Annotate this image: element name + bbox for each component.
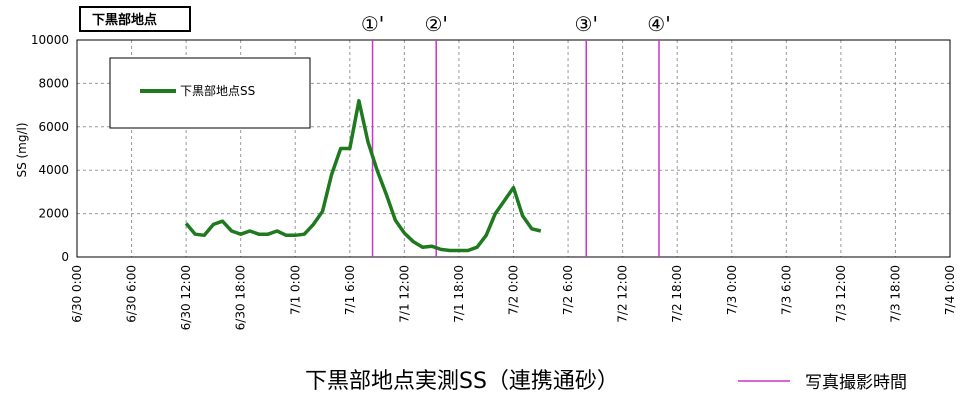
x-tick-label: 7/2 6:00 (561, 265, 575, 315)
photo-marker-label: ④' (647, 12, 670, 36)
x-axis-ticks: 6/30 0:00 6/30 6:00 6/30 12:00 6/30 18:00 7/… (70, 265, 957, 330)
x-tick-label: 7/3 6:00 (779, 265, 793, 315)
x-tick-label: 6/30 0:00 (70, 265, 84, 323)
x-tick-label: 6/30 6:00 (125, 265, 139, 323)
x-tick-label: 7/2 12:00 (616, 265, 630, 323)
y-axis-label: SS (mg/l) (15, 122, 29, 177)
x-tick-label: 7/1 18:00 (452, 265, 466, 323)
y-tick-label: 6000 (38, 120, 69, 134)
y-tick-label: 2000 (38, 207, 69, 221)
x-tick-label: 6/30 12:00 (179, 265, 193, 330)
x-tick-label: 7/3 18:00 (888, 265, 902, 323)
x-tick-label: 7/1 6:00 (343, 265, 357, 315)
y-tick-label: 4000 (38, 163, 69, 177)
x-tick-label: 7/4 0:00 (943, 265, 957, 315)
legend: 下黒部地点SS (109, 57, 311, 129)
station-label-box: 下黒部地点 (79, 6, 191, 32)
photo-marker-label: ①' (361, 12, 384, 36)
legend-series-label: 下黒部地点SS (180, 83, 255, 98)
x-tick-label: 7/3 12:00 (834, 265, 848, 323)
series-group (184, 99, 542, 253)
y-tick-label: 8000 (38, 76, 69, 90)
plot-frame (76, 39, 951, 258)
x-tick-label: 7/3 0:00 (725, 265, 739, 315)
series-line (184, 99, 542, 253)
photo-marker-label: ③' (575, 12, 598, 36)
photo-marker-lines: ①' ②' ③' ④' (361, 12, 671, 257)
y-tick-label: 0 (61, 250, 69, 264)
x-tick-label: 7/1 12:00 (397, 265, 411, 323)
chart-caption: 下黒部地点実測SS（連携通砂） (305, 369, 619, 394)
photo-legend-label: 写真撮影時間 (805, 373, 907, 393)
station-label: 下黒部地点 (92, 12, 157, 28)
y-tick-label: 10000 (31, 33, 69, 47)
x-tick-label: 6/30 18:00 (234, 265, 248, 330)
photo-marker-label: ②' (424, 12, 447, 36)
x-tick-label: 7/1 0:00 (288, 265, 302, 315)
y-axis-ticks: 0 2000 4000 6000 8000 10000 (31, 33, 69, 264)
x-tick-label: 7/2 18:00 (670, 265, 684, 323)
x-tick-label: 7/2 0:00 (507, 265, 521, 315)
